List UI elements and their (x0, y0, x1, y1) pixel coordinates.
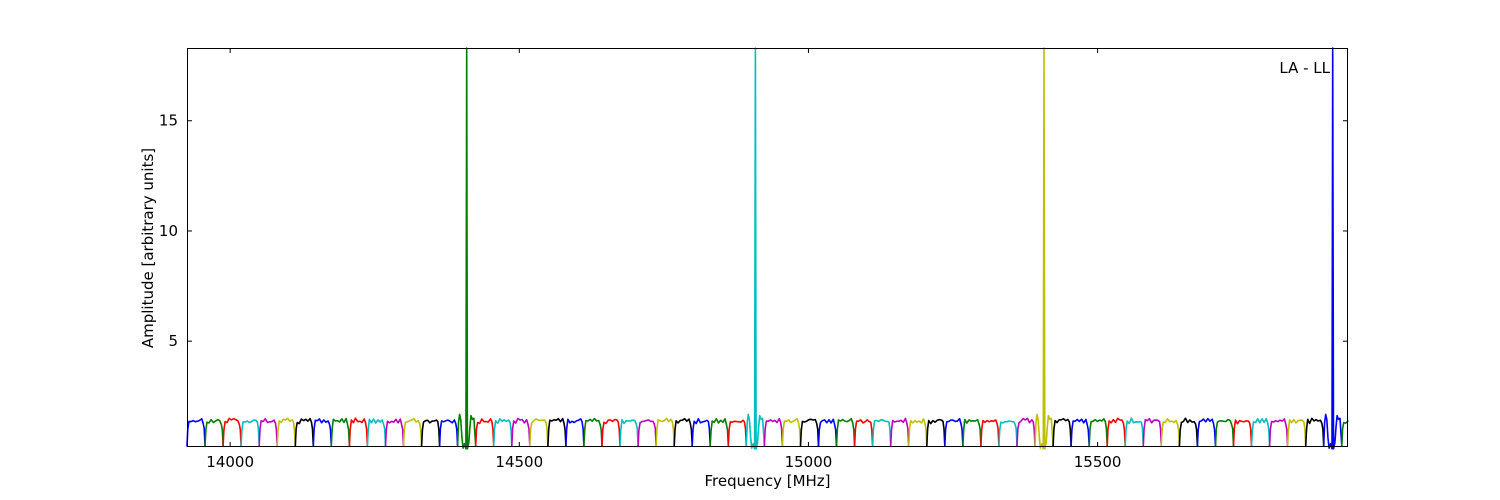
comb-segment (1016, 417, 1036, 447)
comb-segment (186, 418, 206, 447)
comb-segment (907, 418, 928, 447)
spike-trace (1322, 47, 1343, 450)
comb-segment (1286, 418, 1307, 447)
spike-trace (745, 47, 766, 450)
comb-segment (709, 417, 730, 447)
comb-segment (583, 417, 603, 447)
comb-segment (601, 418, 621, 447)
comb-segment (1124, 417, 1145, 447)
comb-segment (619, 419, 639, 447)
comb-segment (817, 418, 838, 447)
comb-segment (565, 418, 585, 447)
comb-segment (1268, 418, 1289, 447)
comb-segment (673, 417, 693, 447)
comb-segment (962, 418, 982, 447)
comb-segment (637, 419, 657, 447)
comb-segment (1160, 418, 1181, 447)
comb-segment (402, 417, 423, 447)
comb-segment (366, 418, 387, 447)
spike-trace (1034, 47, 1054, 450)
comb-segment (871, 419, 892, 447)
comb-segment (222, 417, 242, 447)
comb-segment (240, 419, 260, 447)
comb-segment (727, 419, 748, 447)
comb-segment (348, 417, 369, 447)
comb-segment (474, 418, 495, 447)
comb-segment (529, 418, 549, 447)
legend-label: LA - LL (1279, 59, 1330, 77)
y-axis-label: Amplitude [arbitrary units] (139, 147, 157, 349)
comb-segment (980, 419, 1000, 447)
comb-segment (853, 419, 874, 447)
comb-segment (384, 418, 405, 447)
comb-segment (781, 418, 802, 447)
spike-trace (456, 47, 477, 450)
x-tick-label: 14500 (495, 453, 543, 471)
comb-segment (492, 418, 513, 447)
comb-segment (835, 417, 856, 447)
comb-segment (1232, 419, 1253, 447)
plot-border (187, 48, 1348, 447)
x-tick-label: 15500 (1074, 453, 1122, 471)
x-tick-label: 14000 (206, 453, 254, 471)
comb-segment (944, 417, 964, 447)
x-axis-label: Frequency [MHz] (704, 472, 831, 490)
comb-segment (1142, 417, 1163, 447)
comb-segment (1214, 418, 1235, 447)
comb-segment (799, 418, 820, 447)
comb-segment (438, 419, 459, 447)
comb-segment (276, 417, 297, 447)
comb-segment (1196, 417, 1217, 447)
comb-segment (330, 417, 351, 447)
comb-segment (889, 417, 910, 447)
comb-segment (1178, 417, 1199, 447)
comb-segment (312, 418, 333, 447)
x-tick-label: 15000 (785, 453, 833, 471)
y-tick-label: 15 (159, 112, 178, 130)
comb-segment (294, 417, 315, 447)
comb-segment (691, 418, 711, 447)
comb-segment (204, 418, 224, 447)
comb-segment (420, 419, 441, 447)
comb-segment (1304, 417, 1325, 447)
comb-segment (1106, 417, 1126, 447)
comb-segment (763, 417, 784, 447)
comb-segment (926, 418, 946, 447)
comb-segment (655, 417, 675, 447)
comb-segment (1070, 418, 1090, 447)
comb-segment (1052, 417, 1072, 447)
comb-segment (547, 417, 567, 447)
comb-segment (258, 418, 278, 447)
comb-segment (1341, 420, 1349, 447)
comb-segment (998, 420, 1018, 447)
comb-segment (1088, 418, 1108, 447)
comb-segment (1250, 417, 1271, 447)
y-tick-label: 10 (159, 222, 178, 240)
comb-segment (511, 417, 531, 447)
y-tick-label: 5 (168, 332, 178, 350)
